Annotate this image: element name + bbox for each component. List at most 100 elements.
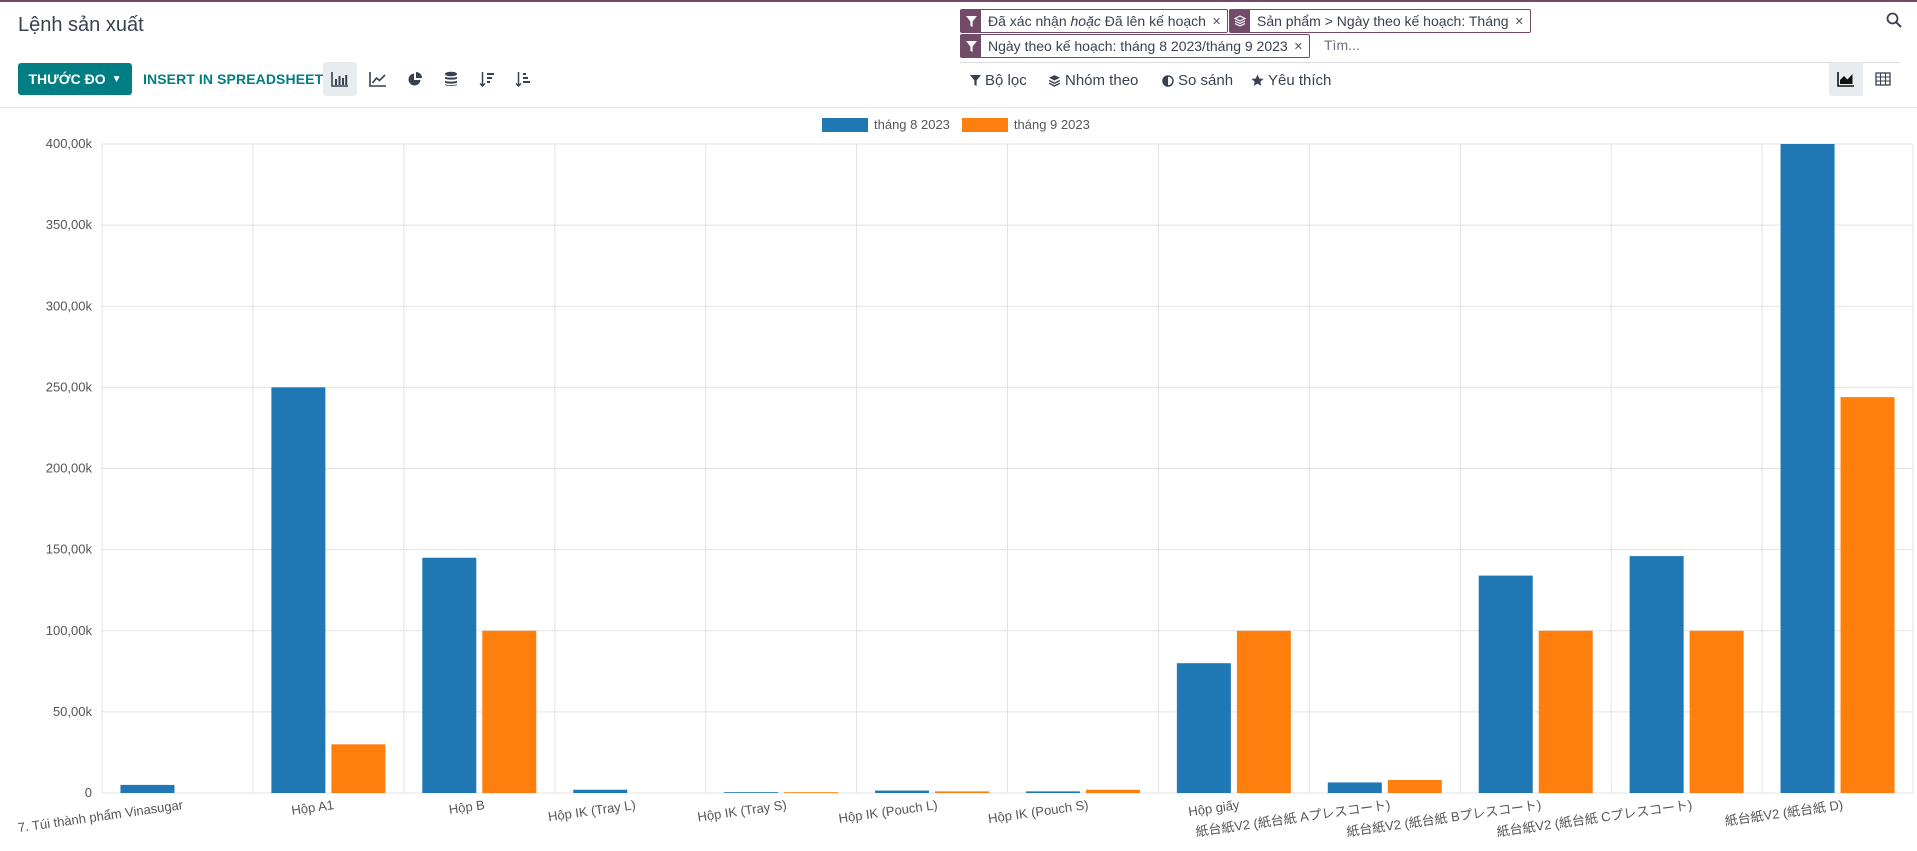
filter-icon	[961, 10, 981, 32]
bar-aug[interactable]	[1176, 663, 1231, 793]
y-tick-label: 300,00k	[46, 298, 93, 313]
x-tick-label: Hộp IK (Tray L)	[547, 797, 637, 824]
half-circle-icon	[1162, 74, 1174, 87]
close-icon[interactable]: ✕	[1514, 15, 1524, 28]
bar-aug[interactable]	[1780, 144, 1835, 793]
x-tick-label: 紙台紙V2 (紙台紙 D)	[1724, 797, 1844, 828]
pie-chart-icon	[408, 72, 422, 86]
sort-ascending-icon	[515, 72, 530, 87]
facet-groupby[interactable]: Sản phẩm > Ngày theo kế hoạch: Tháng ✕	[1229, 9, 1531, 33]
y-tick-label: 250,00k	[46, 379, 93, 394]
x-tick-label: Hộp IK (Tray S)	[697, 797, 788, 824]
bar-aug[interactable]	[573, 789, 628, 793]
y-tick-label: 400,00k	[46, 136, 93, 151]
groupby-menu-label: Nhóm theo	[1065, 72, 1139, 89]
page-title: Lệnh sản xuất	[18, 14, 144, 36]
bar-aug[interactable]	[120, 784, 175, 793]
top-accent-line	[0, 0, 1917, 2]
bar-sep[interactable]	[1236, 630, 1291, 793]
facet-text-a: Đã xác nhận	[988, 13, 1071, 29]
filter-icon	[970, 75, 981, 86]
bar-aug[interactable]	[724, 792, 779, 793]
close-icon[interactable]: ✕	[1211, 15, 1222, 28]
measures-label: THƯỚC ĐO	[28, 71, 106, 87]
bar-aug[interactable]	[875, 790, 930, 793]
table-icon	[1875, 72, 1891, 86]
bar-aug[interactable]	[271, 387, 326, 793]
layers-icon	[1230, 10, 1250, 32]
bar-sep[interactable]	[1387, 780, 1442, 793]
bar-aug[interactable]	[422, 557, 477, 793]
bar-aug[interactable]	[1025, 791, 1080, 793]
search-icon[interactable]	[1886, 12, 1902, 33]
line-chart-icon	[369, 72, 386, 87]
graph-view-button[interactable]	[1829, 62, 1863, 96]
bar-sep[interactable]	[935, 791, 990, 793]
bar-sep[interactable]	[1689, 630, 1744, 793]
y-tick-label: 100,00k	[46, 623, 93, 638]
area-chart-icon	[1837, 72, 1854, 87]
legend-swatch-sep[interactable]	[961, 117, 1008, 132]
search-underline	[960, 62, 1900, 63]
toolbar-divider	[0, 107, 1917, 108]
facet-group-date: Ngày theo kế hoạch: Tháng	[1336, 13, 1509, 29]
y-tick-label: 50,00k	[53, 704, 93, 719]
pivot-view-button[interactable]	[1866, 62, 1900, 96]
x-tick-label: Hộp A1	[290, 797, 334, 818]
compare-menu-toggle[interactable]: So sánh	[1162, 72, 1233, 89]
x-tick-label: Hộp IK (Pouch L)	[838, 797, 939, 826]
search-input[interactable]: Tìm...	[1324, 37, 1360, 53]
bar-sep[interactable]	[1085, 789, 1140, 793]
caret-down-icon: ▼	[111, 73, 122, 85]
bar-aug[interactable]	[1478, 575, 1533, 793]
sort-descending-button[interactable]	[470, 62, 504, 96]
measures-button[interactable]: THƯỚC ĐO ▼	[18, 63, 132, 95]
legend-label-aug: tháng 8 2023	[874, 117, 950, 132]
layers-icon	[1048, 75, 1061, 87]
bar-chart-icon	[331, 72, 348, 87]
sort-descending-icon	[479, 72, 494, 87]
y-tick-label: 200,00k	[46, 461, 93, 476]
x-tick-label: 7. Túi thành phẩm Vinasugar	[17, 797, 185, 835]
line-chart-button[interactable]	[361, 62, 395, 96]
bar-sep[interactable]	[1840, 397, 1895, 793]
facet-text-b: Đã lên kế hoạch	[1100, 13, 1206, 29]
groupby-menu-toggle[interactable]: Nhóm theo	[1048, 72, 1138, 89]
database-icon	[445, 71, 457, 86]
filter-icon	[961, 35, 981, 57]
x-tick-label: Hộp giấy	[1187, 797, 1240, 819]
facet-state-filter[interactable]: Đã xác nhận hoặc Đã lên kế hoạch ✕	[960, 9, 1229, 33]
close-icon[interactable]: ✕	[1293, 40, 1303, 53]
bar-sep[interactable]	[1538, 630, 1593, 793]
bar-aug[interactable]	[1629, 556, 1684, 793]
favorite-menu-label: Yêu thích	[1268, 72, 1332, 89]
compare-menu-label: So sánh	[1178, 72, 1234, 89]
facet-date-text: Ngày theo kế hoạch: tháng 8 2023/tháng 9…	[988, 38, 1288, 54]
facet-date-filter[interactable]: Ngày theo kế hoạch: tháng 8 2023/tháng 9…	[960, 34, 1310, 58]
favorite-menu-toggle[interactable]: Yêu thích	[1251, 72, 1331, 89]
bar-aug[interactable]	[1327, 782, 1382, 793]
facet-text-or: hoặc	[1070, 13, 1101, 29]
x-tick-label: Hộp IK (Pouch S)	[987, 797, 1089, 826]
bar-sep[interactable]	[784, 792, 839, 793]
bar-chart-button[interactable]	[323, 62, 357, 96]
x-tick-label: Hộp B	[448, 797, 486, 817]
facet-group-separator: >	[1320, 13, 1337, 29]
y-tick-label: 350,00k	[46, 217, 93, 232]
pie-chart-button[interactable]	[398, 62, 432, 96]
legend-label-sep: tháng 9 2023	[1013, 117, 1090, 132]
filter-menu-label: Bộ lọc	[985, 72, 1027, 89]
chart-legend: tháng 8 2023 tháng 9 2023	[822, 117, 1102, 132]
stacked-button[interactable]	[434, 62, 468, 96]
sort-ascending-button[interactable]	[506, 62, 540, 96]
legend-swatch-aug[interactable]	[822, 117, 868, 132]
facet-group-product: Sản phẩm	[1257, 13, 1321, 29]
bar-sep[interactable]	[331, 744, 386, 793]
insert-spreadsheet-button[interactable]: INSERT IN SPREADSHEET	[143, 71, 324, 87]
y-tick-label: 0	[85, 785, 92, 800]
y-tick-label: 150,00k	[46, 542, 93, 557]
filter-menu-toggle[interactable]: Bộ lọc	[970, 72, 1027, 89]
bar-sep[interactable]	[482, 630, 537, 793]
star-icon	[1251, 74, 1264, 86]
